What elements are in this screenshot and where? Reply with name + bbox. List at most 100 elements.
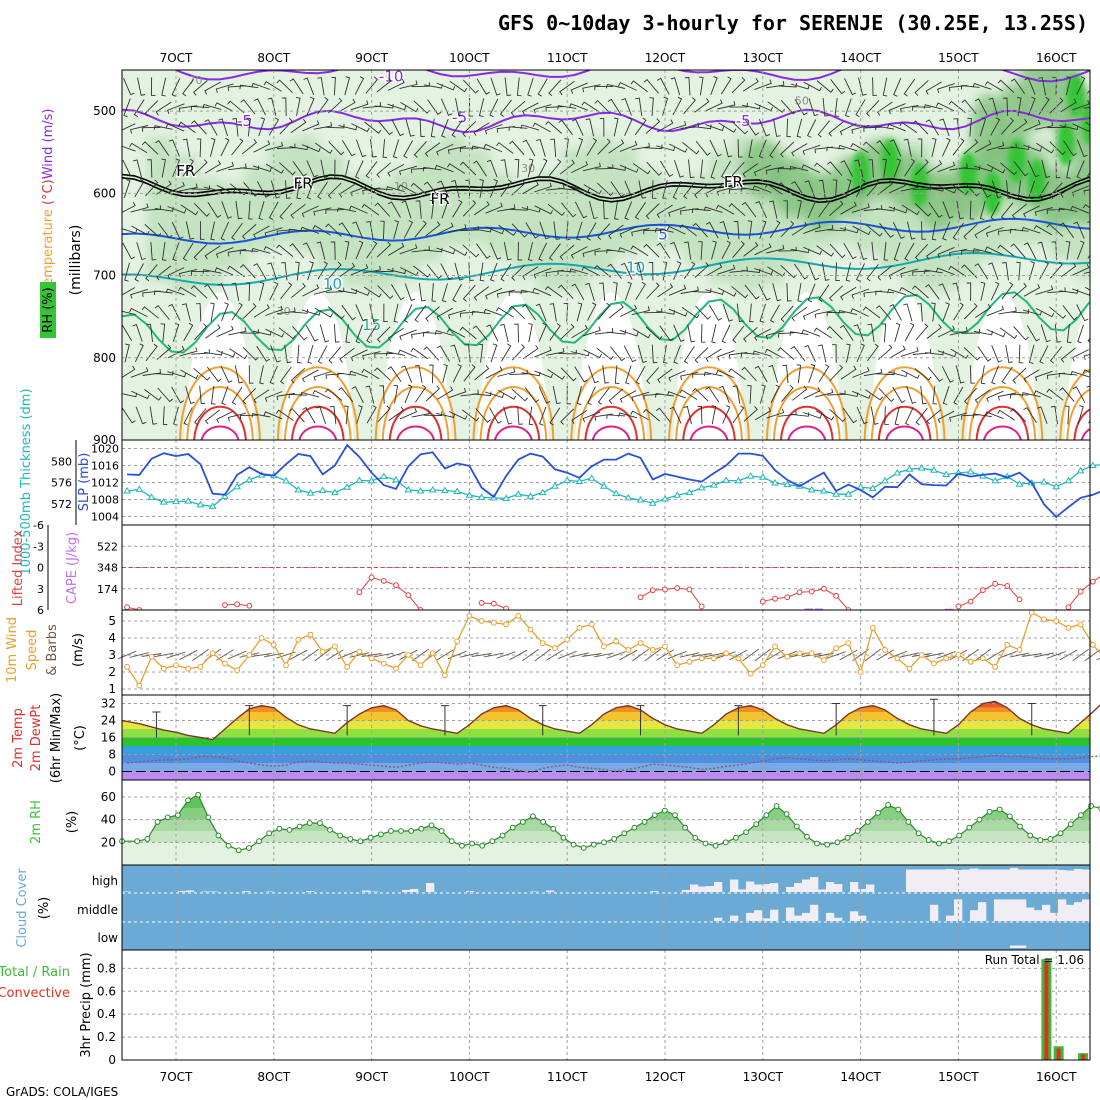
wind-barb bbox=[1017, 97, 1022, 116]
rh-marker bbox=[1067, 821, 1074, 828]
wind-barb bbox=[613, 282, 618, 301]
cloud-bar bbox=[1042, 869, 1051, 892]
wind-speed-marker bbox=[918, 652, 925, 658]
thickness-marker bbox=[172, 497, 180, 505]
wind-speed-marker bbox=[319, 648, 326, 655]
wind-barb bbox=[214, 267, 234, 276]
cloud-bar bbox=[1010, 899, 1019, 921]
wind-barb bbox=[1002, 97, 1009, 117]
rh-marker bbox=[966, 824, 973, 831]
wind-barb bbox=[631, 142, 650, 151]
wind-barb bbox=[339, 98, 356, 112]
wind-barb bbox=[886, 123, 906, 132]
wind-barb bbox=[643, 243, 660, 258]
wind-barb bbox=[623, 345, 637, 363]
wind-barb bbox=[497, 204, 516, 212]
precip-legend-total: Total / Rain bbox=[0, 965, 70, 980]
rh-marker bbox=[408, 828, 415, 834]
wind-barb bbox=[427, 99, 442, 116]
wind-barb bbox=[355, 160, 364, 179]
wind-barb bbox=[731, 76, 746, 94]
wind-barb bbox=[963, 347, 981, 361]
wind-barb bbox=[468, 97, 474, 117]
wind-barb bbox=[503, 406, 513, 425]
cloud-bar bbox=[834, 884, 843, 892]
wind-barb bbox=[476, 243, 491, 259]
thickness-marker bbox=[758, 473, 767, 480]
wind-barb bbox=[151, 77, 156, 96]
wind-barb bbox=[204, 160, 222, 174]
wind-barb bbox=[534, 370, 554, 379]
wind-barb bbox=[376, 241, 392, 258]
wind-barb bbox=[657, 368, 673, 384]
wind-barb bbox=[489, 242, 502, 260]
wind-barb bbox=[754, 407, 772, 421]
wind-barb bbox=[490, 343, 498, 363]
wind-barb bbox=[703, 206, 723, 213]
wind-barb bbox=[350, 264, 369, 276]
wind-barb bbox=[363, 286, 382, 298]
wind-barb bbox=[292, 161, 307, 177]
cloud-bar bbox=[818, 889, 827, 892]
wind-barb bbox=[843, 242, 857, 260]
wind-barb bbox=[239, 84, 259, 90]
wind-barb bbox=[528, 323, 533, 343]
thickness-marker bbox=[233, 482, 242, 490]
wind-speed-marker bbox=[197, 664, 204, 670]
wind-barb bbox=[817, 120, 830, 138]
wind-barb bbox=[666, 391, 686, 399]
cloud-bar bbox=[906, 869, 915, 892]
wind-barb bbox=[679, 389, 698, 400]
wind-barb bbox=[473, 160, 487, 177]
wind-barb bbox=[141, 306, 159, 319]
wind-barb bbox=[429, 199, 435, 219]
precip-tick: 0.8 bbox=[97, 961, 116, 975]
wind-barb bbox=[545, 120, 563, 134]
wind-barb bbox=[998, 307, 1017, 315]
wind-barb bbox=[953, 386, 964, 405]
wind-barb bbox=[851, 203, 870, 213]
wind-barb bbox=[276, 244, 294, 257]
wind-barb bbox=[830, 79, 846, 95]
wind-speed-marker bbox=[613, 638, 619, 645]
wind-barb bbox=[210, 302, 215, 322]
wind-barb bbox=[144, 224, 162, 237]
lifted-marker bbox=[979, 587, 986, 594]
surface-wind-barb bbox=[729, 649, 748, 661]
axis-label-part: (°C) bbox=[73, 725, 88, 751]
wind-barb bbox=[631, 306, 650, 316]
wind-barb bbox=[974, 263, 988, 280]
wind-barb bbox=[178, 286, 197, 297]
wind-barb bbox=[270, 345, 281, 363]
wind-barb bbox=[425, 221, 441, 237]
wind-barb bbox=[167, 267, 185, 280]
rh-marker bbox=[915, 830, 922, 837]
rh-legend-swatch bbox=[40, 282, 56, 338]
wind-barb bbox=[1001, 282, 1014, 300]
wind-tick: 4 bbox=[108, 631, 116, 645]
wind-barb bbox=[509, 140, 525, 156]
wind-barb bbox=[472, 325, 488, 341]
wind-barb bbox=[150, 241, 157, 261]
temp-band bbox=[122, 754, 1090, 763]
wind-barb bbox=[1023, 120, 1041, 132]
thickness-marker bbox=[441, 486, 449, 493]
wind-barb bbox=[603, 200, 609, 220]
wind-barb bbox=[277, 307, 296, 315]
wind-barb bbox=[297, 344, 302, 364]
wind-barb bbox=[814, 224, 834, 233]
wind-barb bbox=[666, 225, 686, 235]
wind-barb bbox=[281, 97, 287, 117]
cape-bar bbox=[814, 608, 824, 610]
wind-barb bbox=[978, 181, 992, 198]
wind-barb bbox=[990, 117, 1001, 136]
wind-barb bbox=[851, 288, 870, 299]
cloud-bar bbox=[794, 883, 803, 892]
rh-marker bbox=[1047, 836, 1054, 842]
cloud-bar bbox=[1074, 869, 1083, 892]
wind-barb bbox=[248, 200, 253, 220]
wind-barb bbox=[133, 99, 145, 118]
wind-barb bbox=[510, 100, 526, 117]
wind-barb bbox=[393, 220, 399, 240]
wind-barb bbox=[574, 201, 588, 219]
